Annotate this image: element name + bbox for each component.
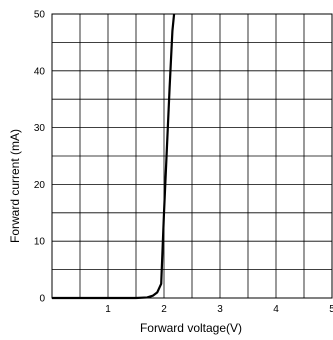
x-tick-label: 3: [217, 304, 223, 315]
x-tick-label: 5: [329, 304, 333, 315]
y-tick-label: 40: [34, 66, 46, 77]
x-tick-label: 4: [273, 304, 279, 315]
x-tick-labels: 1 2 3 4 5: [105, 304, 333, 315]
y-tick-label: 0: [39, 294, 45, 305]
grid: [52, 14, 332, 298]
x-axis-label: Forward voltage(V): [140, 321, 242, 335]
y-tick-label: 30: [34, 123, 46, 134]
series-layer: [52, 13, 176, 300]
x-tick-label: 1: [105, 304, 111, 315]
plot-frame: [51, 13, 333, 299]
x-tick-label: 2: [161, 304, 167, 315]
y-tick-label: 50: [34, 10, 46, 21]
iv-curve-line: [52, 13, 176, 300]
y-tick-label: 10: [34, 237, 46, 248]
y-tick-label: 20: [34, 180, 46, 191]
y-axis-label: Forward current (mA): [8, 129, 22, 243]
y-tick-labels: 0 10 20 30 40 50: [34, 10, 46, 305]
